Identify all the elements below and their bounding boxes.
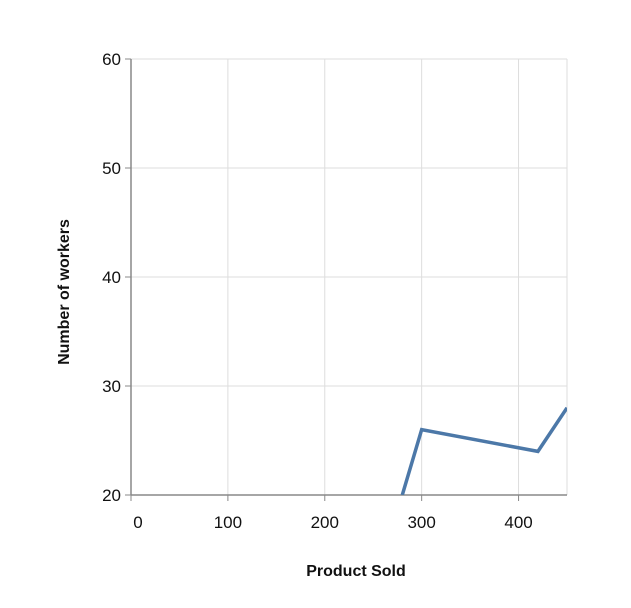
y-axis-title: Number of workers [56, 219, 73, 365]
axes [125, 58, 567, 501]
x-tick-label: 400 [504, 513, 532, 532]
grid [131, 58, 568, 495]
y-tick-label: 50 [102, 159, 121, 178]
y-tick-label: 60 [102, 50, 121, 69]
y-tick-label: 20 [102, 486, 121, 505]
y-tick-label: 40 [102, 268, 121, 287]
tick-labels: 0 100 200 300 400 20 30 40 50 60 [102, 50, 533, 532]
x-tick-label: 300 [407, 513, 435, 532]
x-tick-label: 100 [214, 513, 242, 532]
x-tick-label: 0 [133, 513, 142, 532]
x-axis-title: Product Sold [306, 563, 406, 580]
series-layer [400, 406, 567, 495]
y-tick-label: 30 [102, 377, 121, 396]
series-line [400, 406, 567, 495]
x-tick-label: 200 [311, 513, 339, 532]
